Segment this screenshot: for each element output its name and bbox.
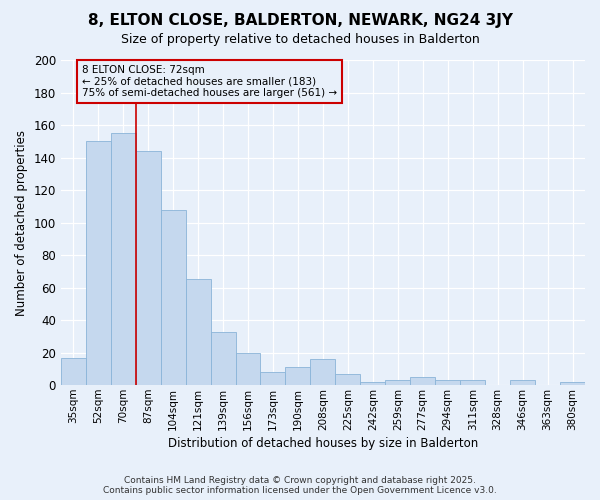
Bar bbox=[361, 382, 385, 385]
Bar bbox=[185, 280, 211, 385]
Text: Contains HM Land Registry data © Crown copyright and database right 2025.
Contai: Contains HM Land Registry data © Crown c… bbox=[103, 476, 497, 495]
Bar bbox=[385, 380, 410, 385]
Bar bbox=[211, 332, 236, 385]
Bar bbox=[435, 380, 460, 385]
Bar bbox=[510, 380, 535, 385]
Bar bbox=[161, 210, 185, 385]
Bar bbox=[310, 359, 335, 385]
Bar bbox=[560, 382, 585, 385]
Bar bbox=[335, 374, 361, 385]
Bar bbox=[286, 368, 310, 385]
Text: Size of property relative to detached houses in Balderton: Size of property relative to detached ho… bbox=[121, 32, 479, 46]
Bar bbox=[111, 133, 136, 385]
Bar bbox=[460, 380, 485, 385]
Bar bbox=[260, 372, 286, 385]
Y-axis label: Number of detached properties: Number of detached properties bbox=[15, 130, 28, 316]
Text: 8, ELTON CLOSE, BALDERTON, NEWARK, NG24 3JY: 8, ELTON CLOSE, BALDERTON, NEWARK, NG24 … bbox=[88, 12, 512, 28]
Bar bbox=[61, 358, 86, 385]
X-axis label: Distribution of detached houses by size in Balderton: Distribution of detached houses by size … bbox=[168, 437, 478, 450]
Text: 8 ELTON CLOSE: 72sqm
← 25% of detached houses are smaller (183)
75% of semi-deta: 8 ELTON CLOSE: 72sqm ← 25% of detached h… bbox=[82, 65, 337, 98]
Bar bbox=[236, 352, 260, 385]
Bar bbox=[136, 151, 161, 385]
Bar bbox=[410, 377, 435, 385]
Bar bbox=[86, 142, 111, 385]
